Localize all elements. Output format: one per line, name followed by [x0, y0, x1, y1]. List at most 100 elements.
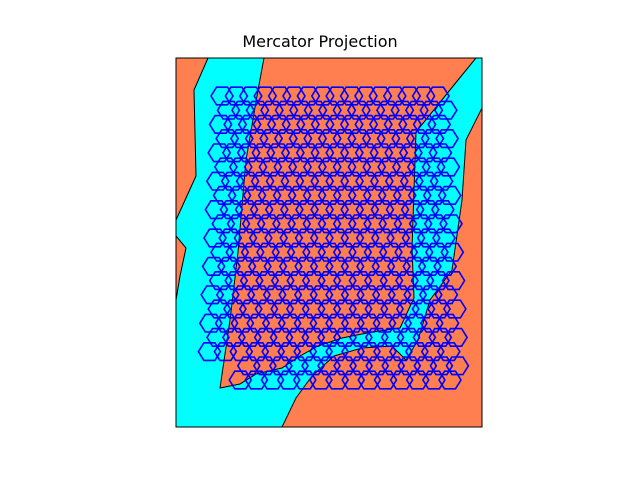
hexagon-cell [341, 341, 365, 362]
hexagon-cell [407, 185, 432, 205]
hexagon-cell [287, 185, 312, 205]
hexagon-cell [251, 143, 276, 163]
hexagon-cell [442, 299, 467, 319]
hexagon-cell [402, 256, 427, 277]
hexagon-cell [399, 171, 424, 191]
hexagon-cell [309, 313, 334, 333]
hexagon-cell [263, 256, 288, 277]
hexagon-cell [365, 356, 390, 376]
hexagon-cell [394, 242, 419, 262]
hexagon-cell [376, 129, 401, 149]
hexagon-cell [318, 100, 342, 120]
hexagon-cell [398, 114, 423, 134]
hexagon-cell [422, 185, 447, 205]
hexagon-cell [340, 285, 365, 305]
hexagon-cell [308, 370, 333, 390]
hexagon-cell [436, 341, 461, 362]
hexagon-cell [356, 256, 380, 277]
hexagon-cell [213, 341, 238, 362]
hexagon-cell [363, 270, 388, 291]
landmass-west-island [176, 235, 187, 301]
hexagon-cell [440, 242, 465, 262]
hexagon-cell [370, 200, 395, 220]
hexagon-cell [393, 214, 418, 234]
hexagon-cell [357, 341, 381, 362]
hexagon-cell [325, 200, 350, 220]
hexagon-cell [271, 242, 296, 262]
hexagon-cell [229, 341, 254, 362]
hexagon-cell [273, 157, 298, 177]
hexagon-cell [228, 370, 253, 390]
hexagon-cell [277, 313, 302, 333]
hexagon-cell [293, 341, 318, 362]
hexagon-cell [239, 270, 264, 291]
hexagon-cell [340, 200, 365, 220]
hexagon-cell [227, 185, 252, 205]
hexagon-cell [262, 285, 287, 305]
hexagon-cell [428, 143, 453, 163]
hexagon-cell [430, 200, 455, 220]
hexagon-cell [340, 228, 365, 248]
hexagon-cell [371, 285, 396, 305]
hexagon-cell [317, 270, 342, 291]
hexagon-cell [216, 100, 241, 120]
hexagon-cell [295, 200, 319, 220]
hexagon-cell [278, 256, 303, 277]
hexagon-cell [309, 341, 334, 362]
hexagon-cell [373, 370, 398, 390]
hexagon-cell [385, 200, 410, 220]
hexagon-cell [412, 114, 437, 134]
hexagon-cell [258, 157, 283, 177]
hexagon-cell [420, 129, 445, 149]
hexagon-cell [243, 157, 268, 177]
hexagon-cell [201, 256, 226, 277]
hexagon-cell [280, 171, 305, 191]
hexagon-cell [260, 100, 284, 120]
hexagon-cell [368, 86, 393, 106]
hexagon-cell [302, 242, 327, 262]
hexagon-cell [364, 327, 389, 348]
hexagon-cell [332, 242, 357, 262]
hexagon-cell [204, 200, 229, 220]
hexagon-cell [225, 242, 250, 262]
hexagon-cell [368, 114, 393, 134]
hexagon-cell [317, 129, 342, 149]
hexagon-cell [250, 171, 275, 191]
hexagon-cell [198, 313, 223, 333]
hexagon-cell [231, 285, 256, 305]
hexagon-cell [380, 299, 405, 319]
hexagon-cell [388, 313, 413, 333]
hexagon-cell [207, 299, 232, 319]
hexagon-cell [236, 143, 261, 163]
hexagon-cell [217, 256, 241, 277]
hexagon-cell [210, 242, 234, 262]
hexagon-cell [332, 214, 357, 234]
hexagon-cell [310, 114, 335, 134]
hexagon-cell [395, 299, 420, 319]
hexagon-cell [433, 100, 458, 120]
hexagon-cell [441, 270, 466, 291]
hexagon-cell [237, 114, 262, 134]
hexagon-cell [347, 185, 372, 205]
hexagon-cell [224, 86, 249, 106]
hexagon-cell [435, 313, 460, 333]
hexagon-cell [309, 285, 334, 305]
hexagon-cell [317, 299, 342, 319]
hexagon-cell [391, 157, 416, 177]
hexagon-cell [429, 356, 454, 376]
hexagon-cell [309, 228, 334, 248]
hexagon-cell [384, 143, 409, 163]
hexagon-cell [223, 299, 247, 319]
hexagon-cell [294, 256, 319, 277]
hexagon-cell [214, 313, 239, 333]
hexagon-cell [240, 242, 265, 262]
hexagon-cell [252, 356, 277, 376]
hexagon-cell [301, 299, 326, 319]
hexagon-cell [282, 86, 306, 106]
hexagon-cell [340, 313, 365, 333]
hexagon-cell [325, 256, 350, 277]
hexagon-cell [256, 214, 281, 234]
hexagon-cell [363, 214, 388, 234]
hexagon-cell [261, 341, 286, 362]
